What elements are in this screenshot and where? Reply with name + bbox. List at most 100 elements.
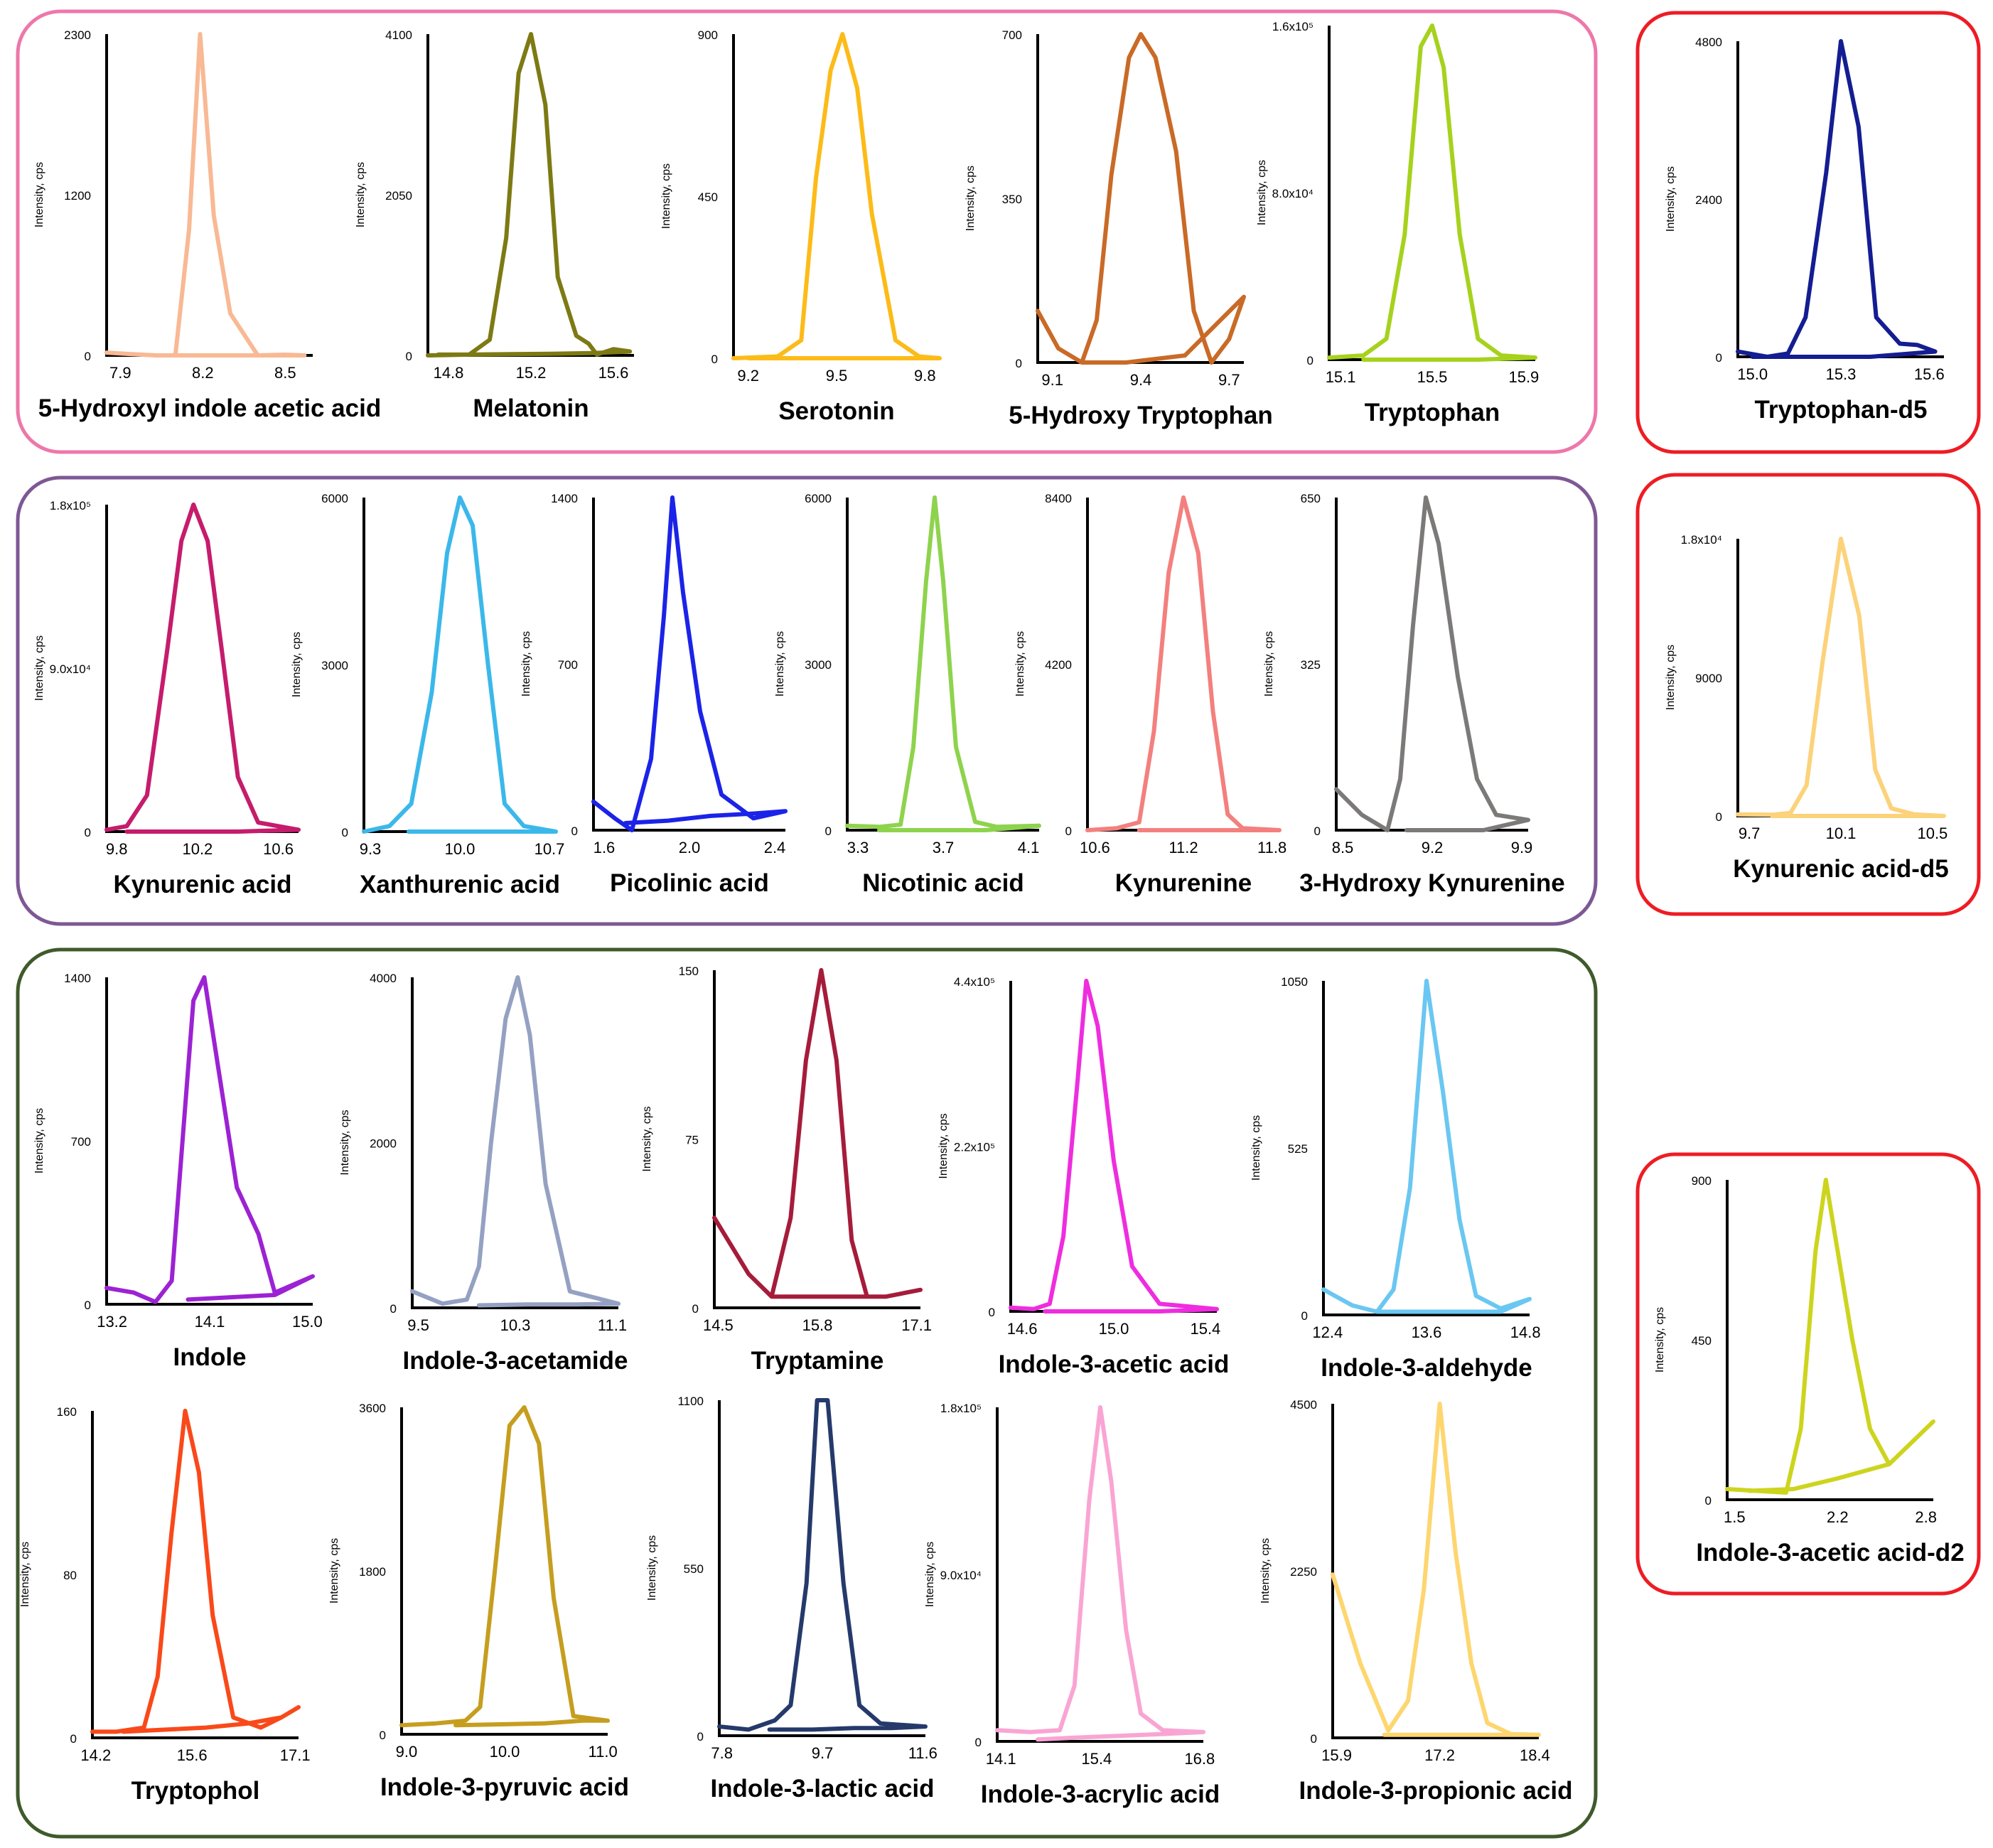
chart-2-x-tick-label: 9.2 bbox=[737, 367, 759, 385]
chart-12-trace bbox=[1736, 537, 1946, 818]
chart-15-x-tick-label: 17.1 bbox=[901, 1316, 932, 1334]
group-frames bbox=[16, 9, 1981, 1839]
chart-18-x-tick-label: 15.6 bbox=[177, 1746, 208, 1764]
group-frame-internal_standard bbox=[1635, 11, 1981, 454]
group-frame-serotonin bbox=[16, 9, 1598, 454]
chart-1-y-tick-label: 4100 bbox=[385, 28, 412, 42]
chart-5-y-tick-label: 2400 bbox=[1695, 193, 1722, 207]
chart-13-x-tick-label: 15.0 bbox=[292, 1313, 323, 1331]
chart-13: 0 700 1400 13.2 14.1 15.0 Intensity, cps Indole bbox=[33, 972, 323, 1371]
chart-8-trace bbox=[591, 495, 788, 832]
chart-14-x-tick-label: 10.3 bbox=[500, 1316, 531, 1334]
chart-8-x-tick-label: 2.4 bbox=[764, 839, 786, 856]
chart-21-x-tick-label: 14.1 bbox=[986, 1750, 1016, 1768]
chart-9-x-tick-label: 3.7 bbox=[933, 839, 955, 856]
chart-11-x-tick-label: 9.2 bbox=[1422, 839, 1444, 856]
chart-11-x-tick-label: 8.5 bbox=[1332, 839, 1354, 856]
chart-3-y-axis-label: Intensity, cps bbox=[965, 166, 977, 231]
chart-19-x-tick-label: 9.0 bbox=[396, 1743, 418, 1761]
chart-16-y-tick-label: 0 bbox=[989, 1306, 995, 1319]
chart-17-x-tick-label: 13.6 bbox=[1412, 1323, 1442, 1341]
chart-11-y-tick-label: 650 bbox=[1301, 492, 1321, 505]
chart-14-y-tick-label: 2000 bbox=[370, 1137, 397, 1151]
chart-17-y-axis-label: Intensity, cps bbox=[1250, 1115, 1262, 1181]
chart-8-y-tick-label: 0 bbox=[571, 824, 578, 838]
chart-20-x-tick-label: 9.7 bbox=[812, 1744, 834, 1762]
chart-14-x-tick-label: 9.5 bbox=[407, 1316, 429, 1334]
chart-3-x-tick-label: 9.1 bbox=[1041, 371, 1063, 389]
chart-18-y-tick-label: 0 bbox=[70, 1732, 77, 1746]
chart-6: 0 9.0x10⁴ 1.8x10⁵ 9.8 10.2 10.6 Intensity, cps… bbox=[33, 499, 301, 898]
chart-19-compound-name: Indole-3-pyruvic acid bbox=[380, 1773, 629, 1801]
chart-17-x-tick-label: 14.8 bbox=[1510, 1323, 1541, 1341]
chart-18-trace bbox=[90, 1409, 301, 1734]
chart-1-x-tick-label: 14.8 bbox=[434, 364, 464, 382]
chart-19-y-tick-label: 3600 bbox=[359, 1402, 386, 1415]
chart-9-compound-name: Nicotinic acid bbox=[862, 869, 1024, 897]
chart-20-y-tick-label: 550 bbox=[684, 1562, 704, 1576]
chart-16-y-tick-label: 4.4x10⁵ bbox=[954, 975, 995, 989]
chart-15-compound-name: Tryptamine bbox=[751, 1347, 884, 1375]
chart-22-y-tick-label: 2250 bbox=[1290, 1565, 1317, 1579]
chart-20-y-tick-label: 1100 bbox=[677, 1395, 704, 1408]
chart-17-y-tick-label: 1050 bbox=[1281, 975, 1308, 989]
chart-6-y-tick-label: 0 bbox=[85, 826, 91, 839]
chart-16-x-tick-label: 14.6 bbox=[1007, 1320, 1038, 1338]
chart-6-y-tick-label: 9.0x10⁴ bbox=[50, 662, 91, 676]
chart-2-y-axis-label: Intensity, cps bbox=[660, 163, 672, 229]
chart-14-y-tick-label: 0 bbox=[390, 1302, 397, 1316]
chart-10-y-tick-label: 8400 bbox=[1045, 492, 1072, 505]
chart-17-y-tick-label: 0 bbox=[1301, 1309, 1308, 1323]
chart-19-y-tick-label: 1800 bbox=[359, 1565, 386, 1579]
chart-5: 0 2400 4800 15.0 15.3 15.6 Intensity, cps Trypt… bbox=[1665, 36, 1945, 424]
chart-1-y-axis-label: Intensity, cps bbox=[355, 162, 367, 227]
chart-7-y-tick-label: 6000 bbox=[321, 492, 348, 505]
chart-13-trace bbox=[104, 975, 315, 1304]
chart-12-y-tick-label: 9000 bbox=[1695, 672, 1722, 685]
chart-8-y-axis-label: Intensity, cps bbox=[520, 631, 532, 697]
chart-19-trace bbox=[399, 1405, 610, 1728]
chart-4-trace bbox=[1327, 23, 1537, 362]
chart-12-x-tick-label: 10.5 bbox=[1917, 824, 1948, 842]
chart-20-y-axis-label: Intensity, cps bbox=[646, 1535, 658, 1601]
chart-18-x-tick-label: 14.2 bbox=[80, 1746, 111, 1764]
chart-17-trace bbox=[1321, 979, 1532, 1314]
chart-11-x-tick-label: 9.9 bbox=[1511, 839, 1533, 856]
chart-1-compound-name: Melatonin bbox=[473, 394, 589, 422]
chart-13-compound-name: Indole bbox=[173, 1343, 246, 1371]
chart-9-y-tick-label: 3000 bbox=[805, 658, 832, 672]
chart-20-x-tick-label: 11.6 bbox=[908, 1744, 938, 1762]
chart-1-x-tick-label: 15.2 bbox=[516, 364, 547, 382]
chart-0-compound-name: 5-Hydroxyl indole acetic acid bbox=[38, 394, 381, 422]
chart-19-x-tick-label: 11.0 bbox=[589, 1743, 618, 1761]
group-frame-internal_standard bbox=[1635, 1152, 1981, 1596]
chart-22-x-tick-label: 17.2 bbox=[1424, 1746, 1455, 1764]
chart-5-y-tick-label: 0 bbox=[1716, 351, 1722, 365]
chart-15-y-tick-label: 0 bbox=[692, 1302, 699, 1316]
chart-7-y-tick-label: 0 bbox=[342, 826, 348, 839]
chart-19-x-tick-label: 10.0 bbox=[490, 1743, 520, 1761]
chart-16: 0 2.2x10⁵ 4.4x10⁵ 14.6 15.0 15.4 Intensity, cp… bbox=[938, 975, 1229, 1378]
chart-11-y-tick-label: 0 bbox=[1314, 824, 1321, 838]
chart-4: 0 8.0x10⁴ 1.6x10⁵ 15.1 15.5 15.9 Intensity, cp… bbox=[1256, 20, 1539, 426]
chart-2-y-tick-label: 450 bbox=[698, 190, 718, 204]
chart-12-y-tick-label: 0 bbox=[1716, 810, 1722, 824]
chart-22-y-tick-label: 4500 bbox=[1290, 1398, 1317, 1412]
chart-12-compound-name: Kynurenic acid-d5 bbox=[1733, 855, 1948, 883]
chart-14-y-tick-label: 4000 bbox=[370, 972, 397, 985]
chart-16-y-tick-label: 2.2x10⁵ bbox=[954, 1141, 995, 1154]
chart-12-y-axis-label: Intensity, cps bbox=[1665, 645, 1677, 710]
chart-12-y-tick-label: 1.8x10⁴ bbox=[1681, 533, 1722, 547]
chart-7-x-tick-label: 10.7 bbox=[534, 840, 565, 858]
chart-16-trace bbox=[1009, 979, 1219, 1314]
chart-7: 0 3000 6000 9.3 10.0 10.7 Intensity, cps Xanthu… bbox=[291, 492, 564, 898]
chart-20-x-tick-label: 7.8 bbox=[711, 1744, 733, 1762]
chart-3-x-tick-label: 9.4 bbox=[1130, 371, 1152, 389]
chart-22-x-tick-label: 18.4 bbox=[1520, 1746, 1550, 1764]
chart-15-y-axis-label: Intensity, cps bbox=[641, 1106, 653, 1171]
chart-17-y-tick-label: 525 bbox=[1288, 1142, 1308, 1156]
chart-0-trace bbox=[104, 32, 307, 358]
chart-21-y-tick-label: 9.0x10⁴ bbox=[940, 1569, 982, 1582]
chart-7-x-tick-label: 9.3 bbox=[360, 840, 382, 858]
chart-20: 0 550 1100 7.8 9.7 11.6 Intensity, cps Indole-3… bbox=[646, 1395, 938, 1803]
